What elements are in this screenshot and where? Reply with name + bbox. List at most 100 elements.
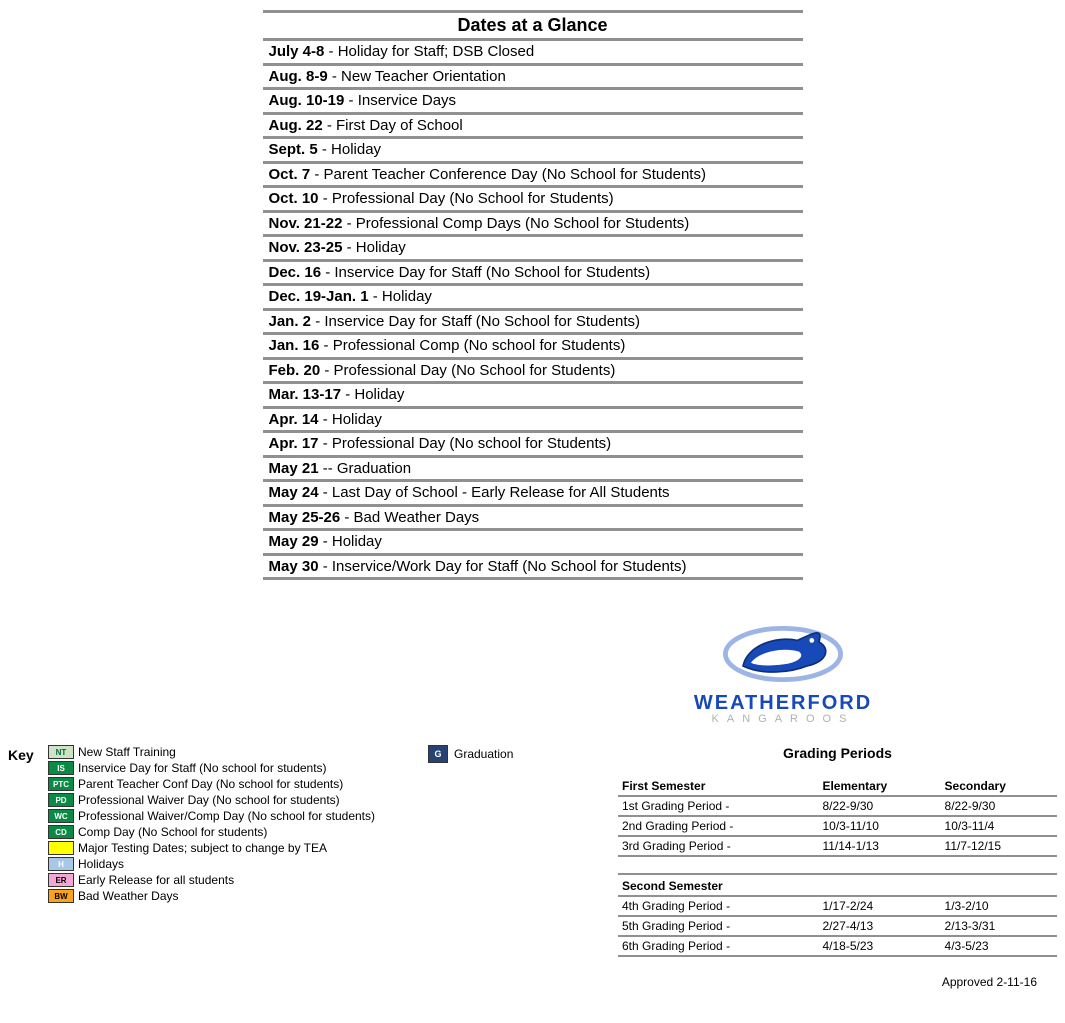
key-text: Bad Weather Days [78,889,179,903]
key-item: PDProfessional Waiver Day (No school for… [48,793,428,807]
date-range: Apr. 14 [269,411,319,428]
gp-cell: 10/3-11/10 [818,816,940,836]
gp-row: 4th Grading Period -1/17-2/241/3-2/10 [618,896,1057,916]
date-description: - Holiday [342,239,405,256]
date-description: - Holiday [319,411,382,428]
gp-cell: 11/14-1/13 [818,836,940,856]
date-description: - Last Day of School - Early Release for… [319,484,670,501]
date-description: - Holiday for Staff; DSB Closed [324,43,534,60]
gp-cell: 3rd Grading Period - [618,836,818,856]
date-range: Apr. 17 [269,435,319,452]
date-description: - Bad Weather Days [340,509,479,526]
gp-row: 1st Grading Period -8/22-9/308/22-9/30 [618,796,1057,816]
date-range: Oct. 7 [269,166,311,183]
date-range: May 30 [269,558,319,575]
key-text: Holidays [78,857,124,871]
date-range: Aug. 10-19 [269,92,345,109]
key-chip: ER [48,873,74,887]
logo-subtext: KANGAROOS [668,713,898,725]
key-text: Major Testing Dates; subject to change b… [78,841,327,855]
key-item: ER Early Release for all students [48,873,428,887]
gp-row: 2nd Grading Period -10/3-11/1010/3-11/4 [618,816,1057,836]
dates-row: May 21 -- Graduation [263,456,803,481]
dates-row: May 30 - Inservice/Work Day for Staff (N… [263,554,803,579]
date-range: Jan. 2 [269,313,312,330]
date-description: - New Teacher Orientation [328,68,506,85]
gp-cell: 10/3-11/4 [941,816,1057,836]
key-chip: CD [48,825,74,839]
key-chip: PTC [48,777,74,791]
date-description: - Professional Day (No School for Studen… [319,190,614,207]
date-range: Mar. 13-17 [269,386,342,403]
dates-row: Oct. 10 - Professional Day (No School fo… [263,187,803,212]
dates-row: May 29 - Holiday [263,530,803,555]
key-text: Early Release for all students [78,873,234,887]
dates-row: Mar. 13-17 - Holiday [263,383,803,408]
key-label: Key [8,745,48,905]
date-description: -- Graduation [319,460,412,477]
date-range: Sept. 5 [269,141,318,158]
dates-row: Apr. 14 - Holiday [263,407,803,432]
dates-row: May 25-26 - Bad Weather Days [263,505,803,530]
date-description: - Professional Day (No School for Studen… [320,362,615,379]
dates-at-glance-title: Dates at a Glance [263,12,803,40]
gp-cell: 5th Grading Period - [618,916,818,936]
date-description: - Holiday [369,288,432,305]
graduation-chip: G [428,745,448,763]
gp-row: 5th Grading Period -2/27-4/132/13-3/31 [618,916,1057,936]
dates-row: Aug. 22 - First Day of School [263,113,803,138]
dates-row: Feb. 20 - Professional Day (No School fo… [263,358,803,383]
date-range: May 24 [269,484,319,501]
key-text: Comp Day (No School for students) [78,825,267,839]
date-description: - First Day of School [323,117,463,134]
gp-cell: 8/22-9/30 [941,796,1057,816]
dates-row: July 4-8 - Holiday for Staff; DSB Closed [263,40,803,65]
key-item: CD Comp Day (No School for students) [48,825,428,839]
gp-cell: 2/27-4/13 [818,916,940,936]
gp-cell: 2nd Grading Period - [618,816,818,836]
date-description: - Professional Comp Days (No School for … [342,215,689,232]
date-range: Aug. 8-9 [269,68,328,85]
date-range: Dec. 16 [269,264,322,281]
key-item: ISInservice Day for Staff (No school for… [48,761,428,775]
dates-row: Aug. 8-9 - New Teacher Orientation [263,64,803,89]
gp-cell: 11/7-12/15 [941,836,1057,856]
date-description: - Professional Day (No school for Studen… [319,435,612,452]
gp-cell: 1/3-2/10 [941,896,1057,916]
graduation-key: G Graduation [428,745,618,763]
gp-sem2-header: Second Semester [618,874,1057,896]
key-section: Key NTNew Staff TrainingISInservice Day … [8,745,428,905]
dates-row: Nov. 23-25 - Holiday [263,236,803,261]
grading-periods-section: Grading Periods First SemesterElementary… [618,745,1057,957]
kangaroo-icon [703,610,863,690]
key-chip: IS [48,761,74,775]
gp-cell: 8/22-9/30 [818,796,940,816]
date-description: - Professional Comp (No school for Stude… [319,337,625,354]
dates-row: Jan. 16 - Professional Comp (No school f… [263,334,803,359]
gp-row: 3rd Grading Period -11/14-1/1311/7-12/15 [618,836,1057,856]
dates-row: Dec. 19-Jan. 1 - Holiday [263,285,803,310]
key-item: Major Testing Dates; subject to change b… [48,841,428,855]
approved-date: Approved 2-11-16 [8,975,1057,989]
key-chip: WC [48,809,74,823]
gp-cell: 1st Grading Period - [618,796,818,816]
key-chip [48,841,74,855]
dates-row: Apr. 17 - Professional Day (No school fo… [263,432,803,457]
gp-cell: 4th Grading Period - [618,896,818,916]
date-description: - Inservice Day for Staff (No School for… [321,264,650,281]
date-description: - Inservice/Work Day for Staff (No Schoo… [319,558,687,575]
date-range: Aug. 22 [269,117,323,134]
date-range: May 21 [269,460,319,477]
weatherford-logo: WEATHERFORD KANGAROOS [668,610,898,725]
key-text: Parent Teacher Conf Day (No school for s… [78,777,343,791]
dates-row: Oct. 7 - Parent Teacher Conference Day (… [263,162,803,187]
date-range: Nov. 23-25 [269,239,343,256]
gp-row: 6th Grading Period -4/18-5/234/3-5/23 [618,936,1057,956]
dates-row: Dec. 16 - Inservice Day for Staff (No Sc… [263,260,803,285]
date-description: - Inservice Days [344,92,456,109]
key-text: Professional Waiver/Comp Day (No school … [78,809,375,823]
gp-header: Elementary [818,777,940,796]
gp-cell: 2/13-3/31 [941,916,1057,936]
key-item: WC Professional Waiver/Comp Day (No schoo… [48,809,428,823]
gp-header: Secondary [941,777,1057,796]
